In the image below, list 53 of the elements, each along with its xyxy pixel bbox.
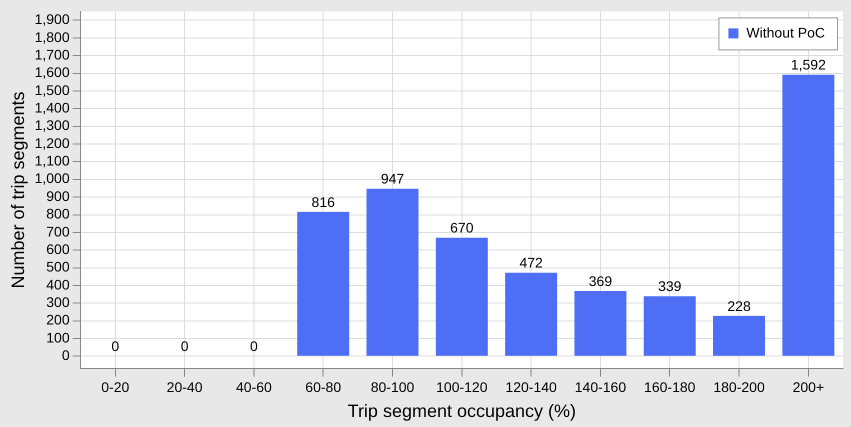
x-tick-label: 140-160: [574, 378, 626, 395]
x-tick-label: 100-120: [436, 378, 488, 395]
y-tick-label: 900: [46, 188, 70, 204]
bar: [574, 290, 626, 356]
bar: [297, 212, 350, 356]
data-label: 0: [111, 338, 120, 354]
y-axis-title: Number of trip segments: [8, 91, 28, 289]
y-tick-label: 1,300: [34, 117, 70, 134]
y-tick-label: 1,200: [34, 134, 70, 151]
data-label: 339: [658, 278, 682, 294]
data-label: 0: [250, 338, 258, 354]
y-tick-label: 700: [46, 223, 70, 240]
y-tick-label: 500: [46, 258, 70, 275]
x-tick-label: 80-100: [370, 378, 415, 395]
y-tick-label: 400: [46, 276, 70, 292]
y-tick-label: 300: [46, 294, 70, 310]
y-tick-label: 1,600: [34, 64, 70, 80]
y-tick-label: 1,700: [34, 46, 70, 62]
y-tick-label: 1,500: [34, 82, 70, 98]
data-label: 472: [519, 254, 544, 271]
data-label: 369: [588, 272, 612, 289]
data-label: 228: [727, 298, 751, 314]
data-label: 947: [380, 170, 404, 187]
x-tick-label: 20-40: [166, 378, 203, 395]
x-tick-label: 120-140: [505, 378, 558, 395]
data-label: 816: [312, 194, 336, 210]
bar: [366, 188, 418, 356]
y-tick-label: 1,900: [34, 11, 70, 28]
data-label: 1,592: [790, 56, 826, 73]
data-label: 0: [180, 338, 189, 354]
x-axis-title: Trip segment occupancy (%): [348, 401, 576, 422]
y-tick-label: 1,800: [34, 28, 70, 45]
legend-label: Without PoC: [746, 24, 826, 40]
y-tick-label: 1,100: [34, 152, 70, 169]
y-tick-label: 1,000: [34, 170, 70, 186]
y-tick-label: 1,400: [34, 100, 70, 116]
x-tick-label: 40-60: [236, 378, 272, 395]
y-tick-label: 200: [46, 312, 70, 328]
x-tick-label: 0-20: [101, 378, 130, 395]
x-tick-label: 200+: [792, 378, 824, 395]
data-label: 670: [450, 220, 474, 236]
y-tick-label: 100: [46, 329, 70, 346]
bar: [644, 296, 696, 356]
bar: [505, 272, 558, 356]
bar: [713, 316, 766, 356]
y-tick-label: 800: [46, 206, 70, 222]
bar: [782, 74, 834, 356]
bar: [436, 238, 488, 356]
y-tick-label: 600: [46, 240, 70, 257]
y-tick-label: 0: [62, 347, 70, 364]
x-tick-label: 160-180: [644, 378, 696, 395]
x-tick-label: 180-200: [713, 378, 765, 395]
x-tick-label: 60-80: [305, 378, 342, 395]
